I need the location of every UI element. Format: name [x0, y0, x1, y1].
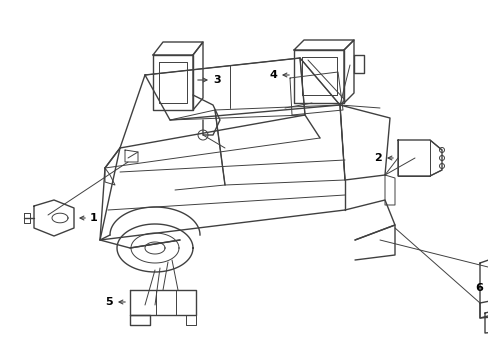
Text: 5: 5 — [105, 297, 113, 307]
Text: 6: 6 — [474, 283, 482, 293]
Text: 4: 4 — [268, 70, 276, 80]
Text: 3: 3 — [213, 75, 220, 85]
Text: 2: 2 — [373, 153, 381, 163]
Text: 1: 1 — [90, 213, 98, 223]
